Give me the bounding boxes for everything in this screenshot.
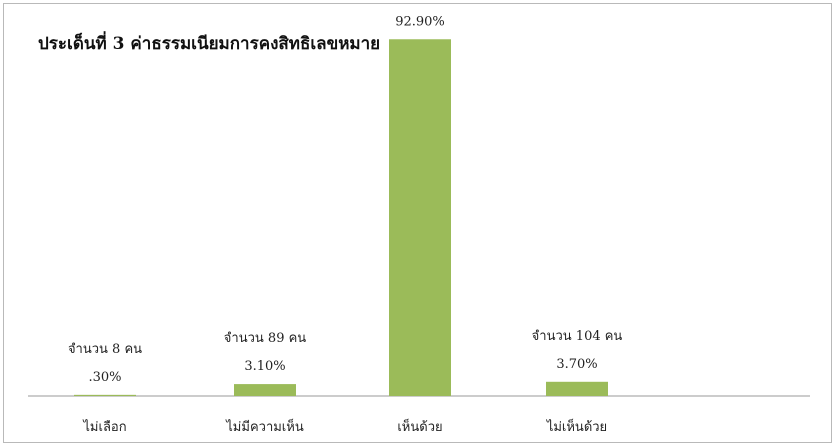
category-label-0: ไม่เลือก bbox=[82, 419, 126, 435]
bar-0 bbox=[74, 394, 136, 396]
bar-3 bbox=[546, 381, 608, 396]
count-label-0: จำนวน 8 คน bbox=[68, 342, 142, 357]
category-label-1: ไม่มีความเห็น bbox=[225, 417, 304, 435]
bar-2 bbox=[389, 39, 451, 396]
data-label-0: .30% bbox=[88, 370, 121, 385]
category-label-3: ไม่เห็นด้วย bbox=[546, 417, 607, 435]
bar-1 bbox=[234, 384, 296, 396]
category-label-2: เห็นด้วย bbox=[397, 417, 442, 435]
data-label-2: 92.90% bbox=[395, 14, 445, 29]
count-label-2: จำนวน 2,647 คน bbox=[368, 0, 471, 1]
count-label-1: จำนวน 89 คน bbox=[224, 331, 306, 346]
count-label-3: จำนวน 104 คน bbox=[532, 329, 623, 344]
chart-title: ประเด็นที่ 3 ค่าธรรมเนียมการคงสิทธิเลขหม… bbox=[38, 34, 381, 54]
data-label-1: 3.10% bbox=[244, 359, 285, 374]
data-label-3: 3.70% bbox=[556, 357, 597, 372]
